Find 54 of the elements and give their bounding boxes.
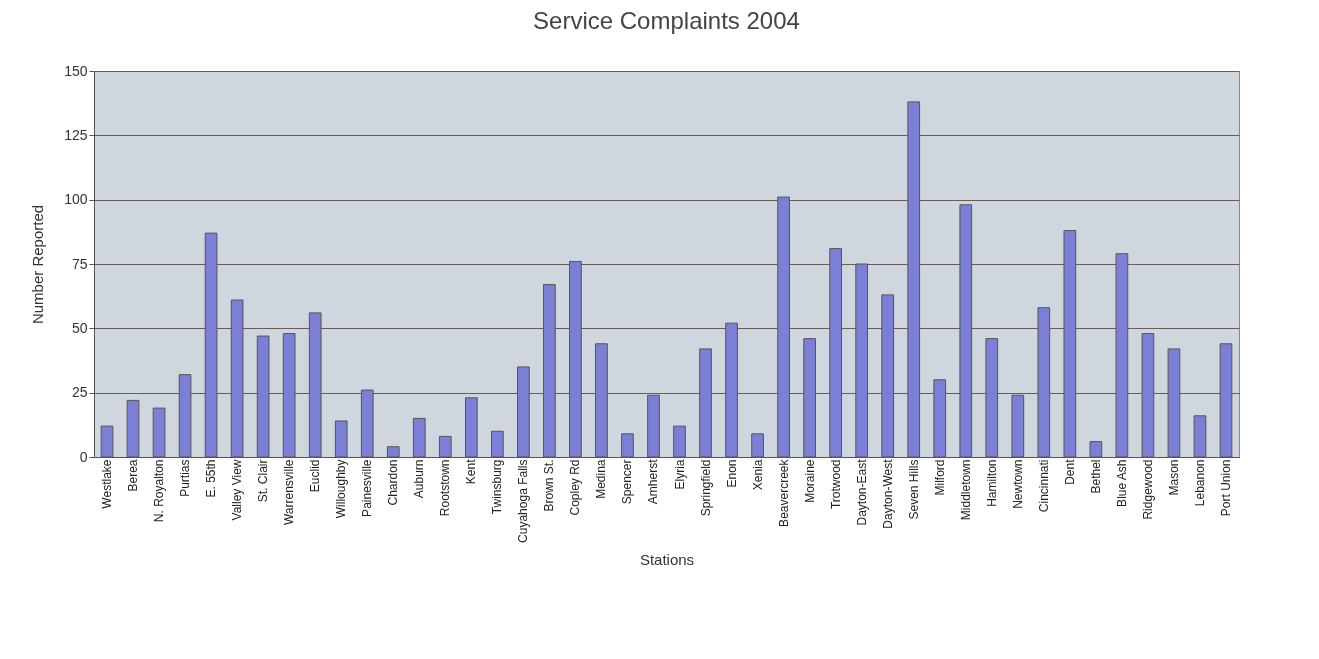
x-tick-label: Elyria [672,459,687,490]
x-tick-label: Valley View [230,459,245,521]
x-tick-label: Purtias [178,459,193,497]
y-tick-label: 50 [71,319,88,336]
x-tick-label: Spencer [620,459,635,505]
y-tick-label: 100 [64,191,88,208]
x-tick-label: Blue Ash [1114,459,1129,507]
x-tick-label: Brown St. [542,459,557,512]
x-tick-label: Dayton-East [854,458,869,526]
x-tick-label: Copley Rd [568,459,583,516]
x-tick-label: Dent [1062,458,1077,485]
x-axis-title: Stations [639,550,695,568]
x-tick-label: Mason [1166,459,1181,496]
x-tick-label: Chardon [386,459,401,506]
x-tick-label: Ridgewood [1140,459,1155,520]
y-tick-label: 25 [71,384,88,401]
x-tick-label: Auburn [412,459,427,499]
x-tick-label: Xenia [750,459,765,491]
x-tick-label: Trotwood [828,459,843,510]
x-tick-label: Warrensville [282,459,297,526]
x-tick-label: Rootstown [438,459,453,517]
x-tick-label: Painesville [360,459,375,517]
x-tick-label: E. 55th [204,459,219,498]
y-tick-label: 125 [64,126,88,143]
x-tick-label: Seven Hills [906,459,921,520]
x-tick-label: N. Royalton [152,459,167,523]
chart-title: Service Complaints 2004 [533,7,800,34]
x-tick-label: Berea [126,459,141,492]
x-tick-label: Medina [594,459,609,499]
x-tick-label: Twinsburg [490,459,505,515]
x-tick-label: St. Clair [256,459,271,503]
x-tick-label: Kent [464,458,479,485]
x-tick-label: Cincinnati [1036,459,1051,513]
x-tick-label: Springfield [698,459,713,517]
x-tick-label: Euclid [308,459,323,493]
x-tick-label: Amherst [646,458,661,505]
x-tick-label: Hamilton [984,459,999,507]
y-tick-label: 75 [71,255,88,272]
x-tick-label: Newtown [1010,459,1025,509]
x-tick-label: Milford [932,459,947,496]
y-tick-label: 150 [64,62,88,79]
x-tick-label: Willoughby [334,459,349,519]
y-tick-label: 0 [79,448,88,465]
x-tick-label: Bethel [1088,459,1103,494]
y-axis-title: Number Reported [29,204,47,325]
x-tick-label: Beavercreek [776,458,791,527]
x-tick-label: Port Union [1218,459,1233,517]
x-tick-label: Enon [724,459,739,488]
x-tick-label: Middletown [958,459,973,521]
x-tick-label: Westlake [100,459,115,509]
x-tick-label: Lebanon [1192,459,1207,507]
x-tick-label: Cuyahoga Falls [516,459,531,543]
x-tick-label: Dayton-West [880,458,895,529]
x-tick-label: Moraine [802,459,817,503]
